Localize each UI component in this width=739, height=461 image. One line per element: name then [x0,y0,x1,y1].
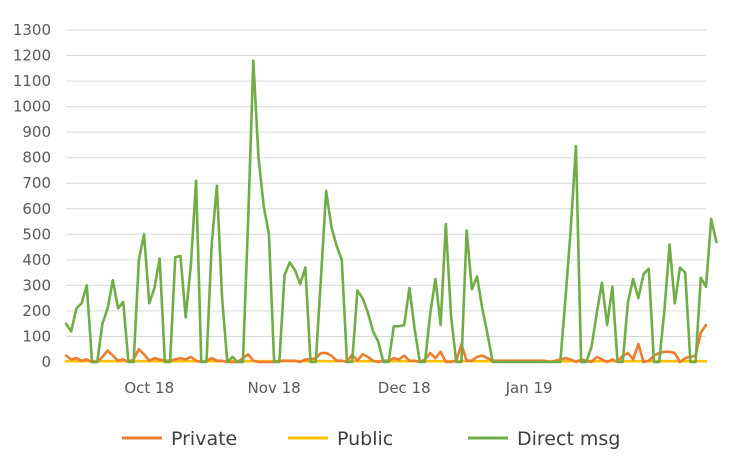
series-lines [64,59,718,364]
y-tick-label: 0 [41,353,51,371]
y-tick-label: 800 [22,149,51,167]
x-tick-label: Nov 18 [248,379,301,397]
y-tick-label: 300 [22,276,51,294]
series-line-direct-msg [64,59,718,364]
y-tick-label: 400 [22,251,51,269]
legend-item-private: Private [122,428,237,450]
legend-label: Private [171,428,237,450]
y-tick-label: 900 [22,123,51,141]
legend-item-direct-msg: Direct msg [468,428,620,450]
legend-label: Direct msg [517,428,620,450]
x-axis-tick-labels: Oct 18 Nov 18 Dec 18 Jan 19 [124,379,552,397]
y-tick-label: 1300 [13,21,51,39]
x-tick-label: Dec 18 [378,379,431,397]
y-tick-label: 100 [22,327,51,345]
y-tick-label: 1000 [13,98,51,116]
x-tick-label: Oct 18 [124,379,174,397]
legend-label: Public [337,428,393,450]
legend-item-public: Public [288,428,393,450]
y-tick-label: 1100 [13,72,51,90]
x-tick-label: Jan 19 [505,379,553,397]
y-tick-label: 1200 [13,47,51,65]
legend: Private Public Direct msg [122,428,620,450]
y-tick-label: 200 [22,302,51,320]
y-tick-label: 600 [22,200,51,218]
y-tick-label: 500 [22,225,51,243]
y-axis-tick-labels: 0 100 200 300 400 500 600 700 800 900 1000 1100 1200… [13,21,51,371]
y-tick-label: 700 [22,174,51,192]
